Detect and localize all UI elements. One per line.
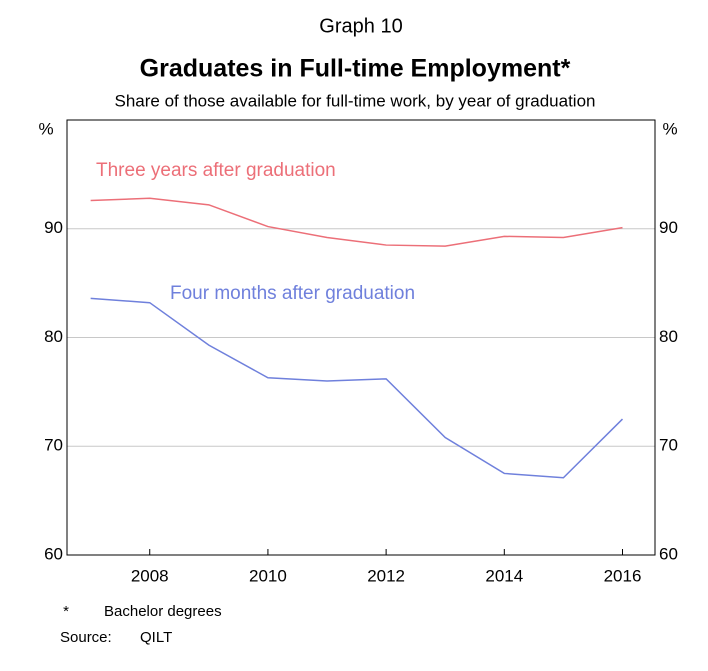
- y-tick-label: 60: [44, 544, 63, 563]
- subtitle: Share of those available for full-time w…: [115, 91, 596, 110]
- series-label: Four months after graduation: [170, 283, 415, 304]
- y-tick-label: 70: [44, 436, 63, 455]
- chart-title: Graduates in Full-time Employment*: [140, 55, 571, 83]
- plot-frame: [66, 119, 656, 556]
- y-tick-label: 90: [44, 218, 63, 237]
- x-tick-label: 2012: [367, 566, 405, 585]
- y-tick-label: 80: [44, 327, 63, 346]
- y2-unit: %: [662, 119, 677, 138]
- footnote-marker: *: [63, 603, 69, 620]
- source: QILT: [140, 629, 172, 646]
- series-line: [90, 197, 623, 247]
- y2-tick-label: 70: [659, 436, 678, 455]
- supertitle: Graph 10: [319, 15, 402, 37]
- x-tick-label: 2008: [131, 566, 169, 585]
- y-unit: %: [38, 119, 53, 138]
- y2-tick-label: 80: [659, 327, 678, 346]
- x-tick-label: 2016: [604, 566, 642, 585]
- y2-tick-label: 90: [659, 218, 678, 237]
- series-line: [90, 297, 624, 479]
- y2-tick-label: 60: [659, 544, 678, 563]
- series-label: Three years after graduation: [96, 160, 336, 181]
- x-tick-label: 2010: [249, 566, 287, 585]
- source-label: Source:: [60, 629, 112, 646]
- x-tick-label: 2014: [485, 566, 523, 585]
- footnote: Bachelor degrees: [104, 603, 222, 620]
